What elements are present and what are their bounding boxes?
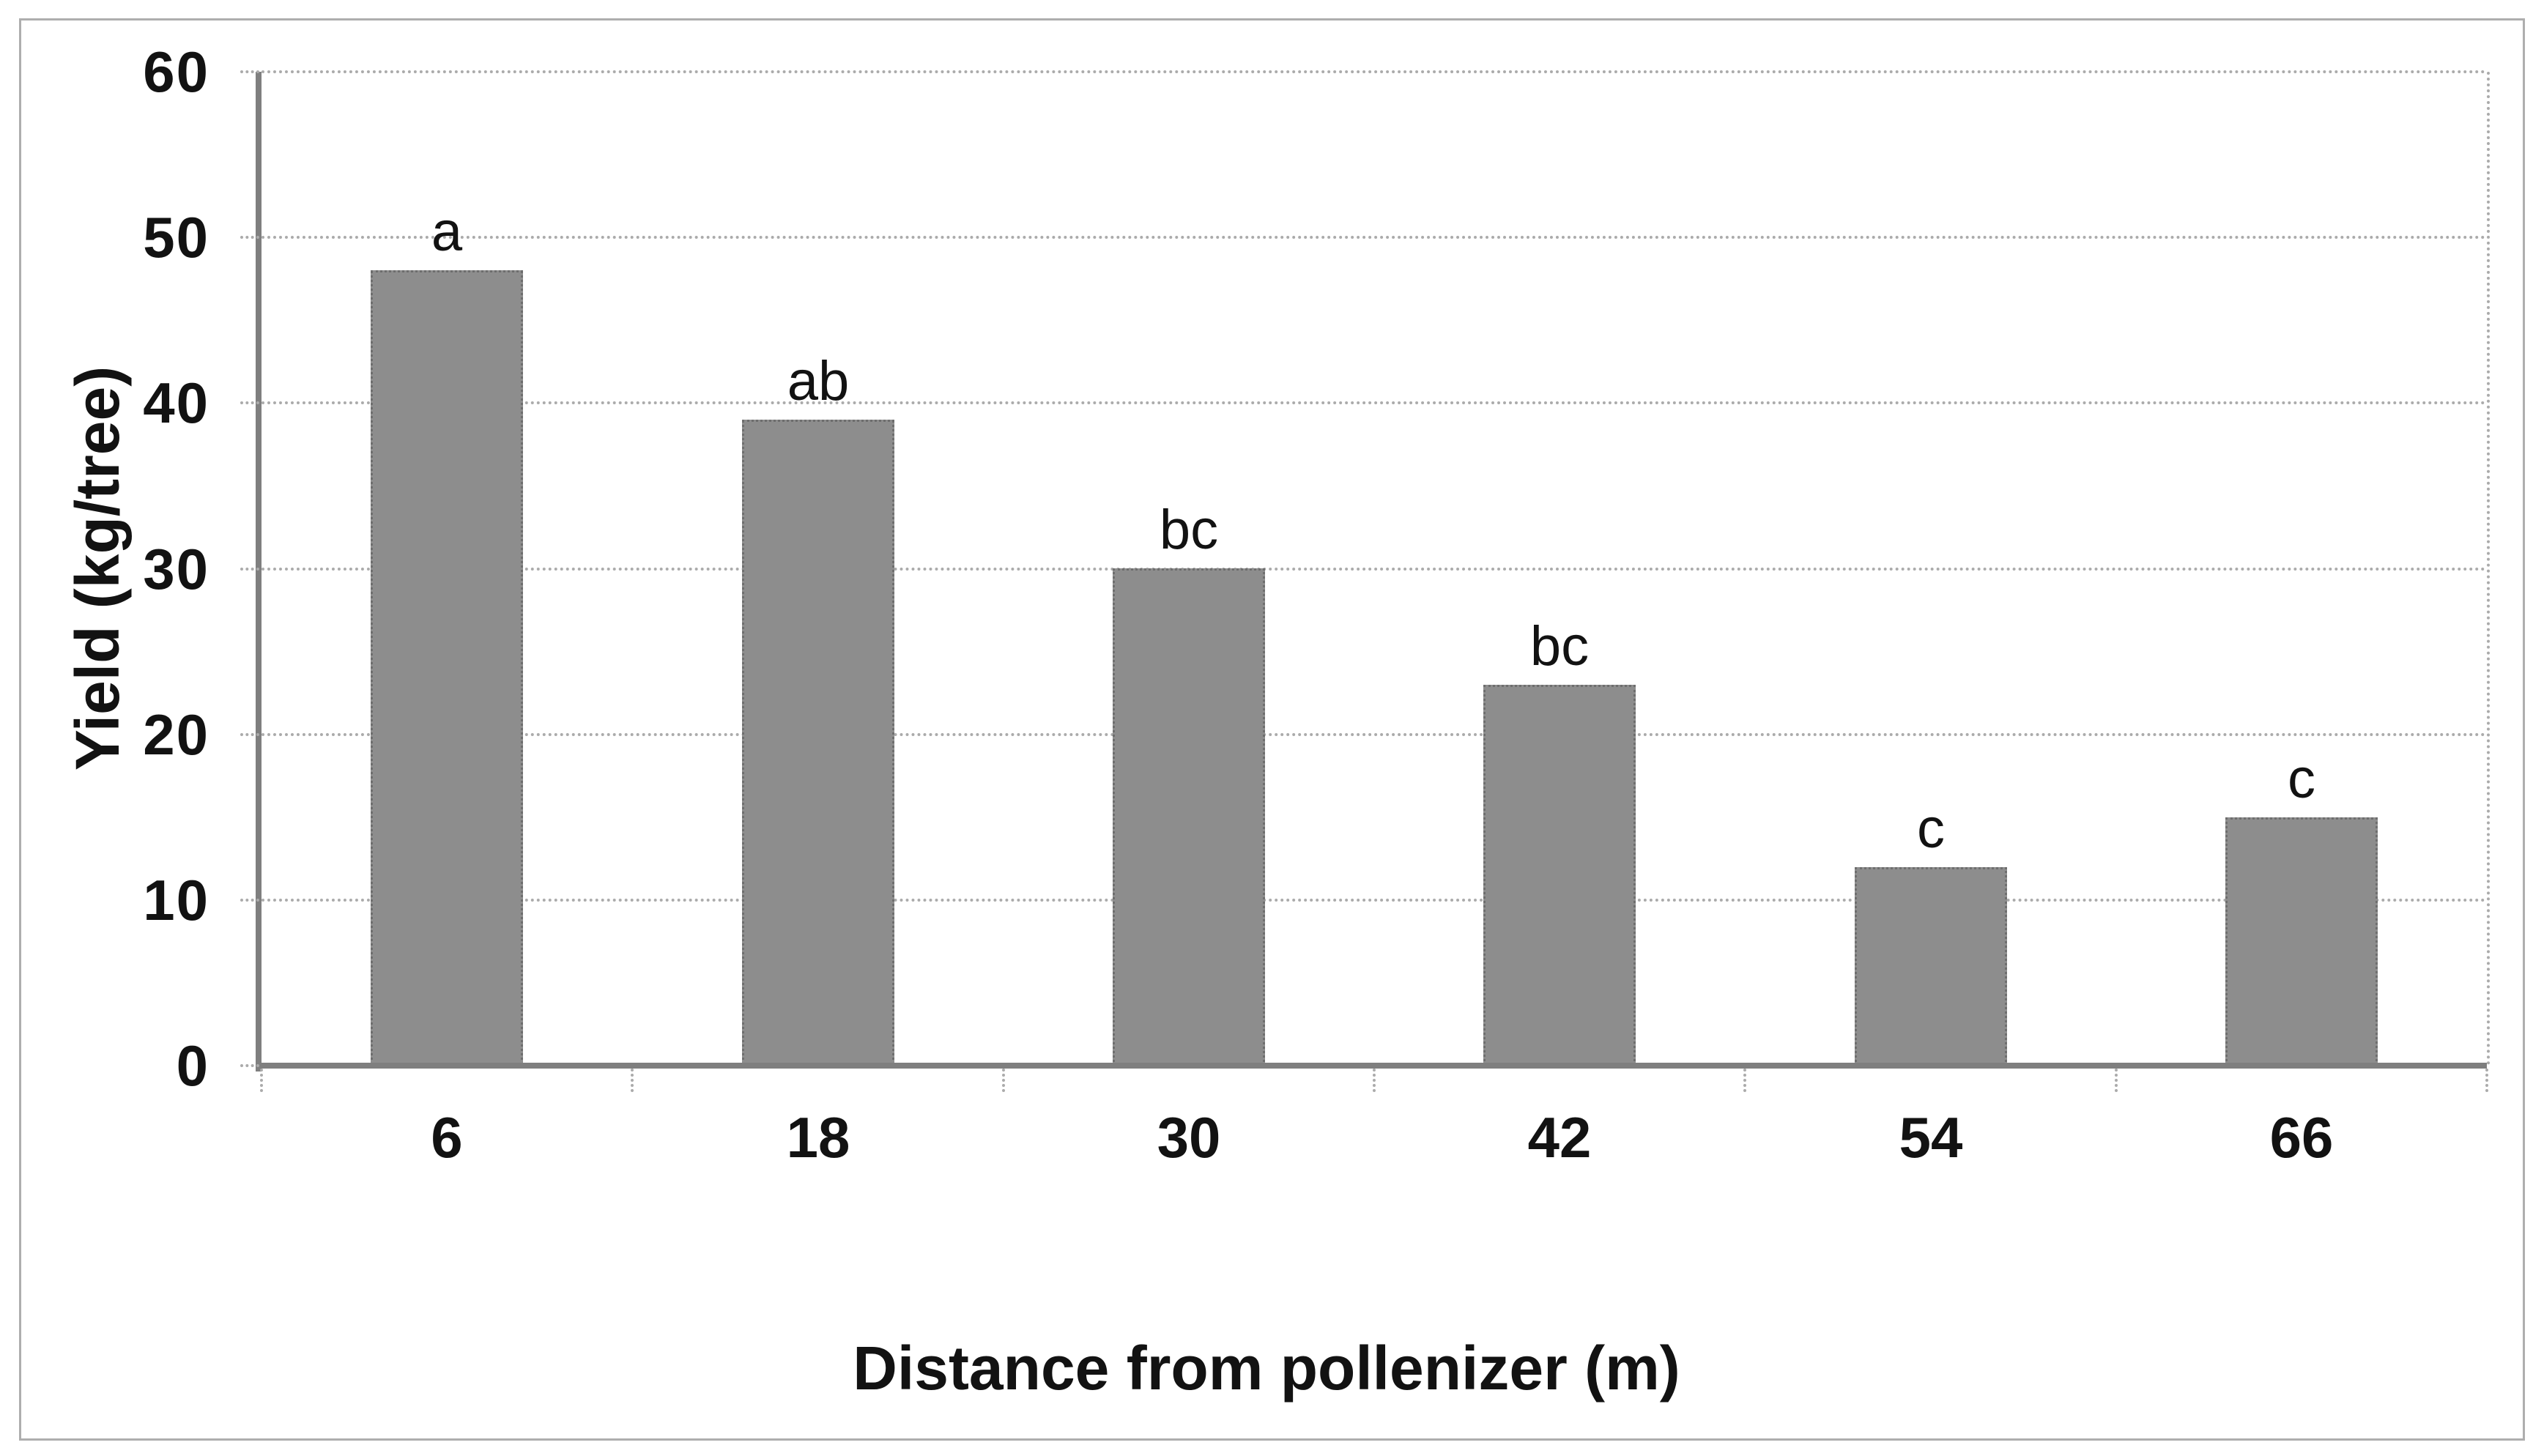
y-tick-label-10: 10 — [143, 868, 209, 932]
y-tick-mark-20 — [240, 732, 259, 736]
y-tick-label-0: 0 — [176, 1033, 209, 1098]
x-tick-mark-0 — [260, 1069, 263, 1092]
y-tick-mark-10 — [240, 898, 259, 902]
x-tick-label-54: 54 — [1899, 1105, 1963, 1170]
y-axis-line — [256, 72, 262, 1071]
y-tick-mark-30 — [240, 567, 259, 571]
bar-letter-66: c — [2288, 748, 2315, 810]
x-tick-mark-1 — [631, 1069, 634, 1092]
x-tick-mark-2 — [1002, 1069, 1005, 1092]
x-axis-line — [256, 1063, 2487, 1069]
x-axis-title: Distance from pollenizer (m) — [853, 1334, 1680, 1403]
y-tick-mark-60 — [240, 70, 259, 73]
bar-letter-54: c — [1917, 798, 1945, 860]
x-tick-mark-6 — [2485, 1069, 2488, 1092]
bar-18 — [742, 420, 894, 1066]
x-tick-label-18: 18 — [786, 1105, 850, 1170]
bar-letter-18: ab — [787, 350, 850, 412]
gridline-50 — [262, 236, 2487, 239]
y-tick-label-60: 60 — [143, 40, 209, 104]
gridline-30 — [262, 567, 2487, 571]
y-axis-title: Yield (kg/tree) — [63, 365, 132, 771]
x-tick-label-42: 42 — [1527, 1105, 1592, 1170]
plot-area: a ab bc bc c c — [262, 70, 2490, 1066]
x-tick-label-30: 30 — [1157, 1105, 1221, 1170]
bar-42 — [1483, 685, 1636, 1066]
y-tick-mark-0 — [240, 1064, 259, 1067]
bar-30 — [1113, 568, 1265, 1066]
x-tick-label-66: 66 — [2269, 1105, 2334, 1170]
y-tick-mark-40 — [240, 401, 259, 405]
bar-66 — [2225, 817, 2378, 1066]
x-tick-label-6: 6 — [431, 1105, 463, 1170]
gridline-60 — [262, 70, 2487, 73]
y-tick-label-50: 50 — [143, 205, 209, 270]
y-tick-mark-50 — [240, 236, 259, 239]
gridline-40 — [262, 401, 2487, 405]
bar-6 — [371, 270, 523, 1066]
x-tick-mark-3 — [1373, 1069, 1376, 1092]
y-tick-label-30: 30 — [143, 537, 209, 601]
bar-54 — [1855, 867, 2007, 1066]
y-tick-label-20: 20 — [143, 702, 209, 767]
bar-letter-30: bc — [1159, 499, 1219, 561]
gridline-20 — [262, 732, 2487, 736]
y-tick-label-40: 40 — [143, 371, 209, 435]
bar-letter-42: bc — [1529, 615, 1590, 677]
bar-letter-6: a — [431, 201, 463, 263]
x-tick-mark-4 — [1743, 1069, 1746, 1092]
gridline-10 — [262, 898, 2487, 902]
x-tick-mark-5 — [2115, 1069, 2118, 1092]
